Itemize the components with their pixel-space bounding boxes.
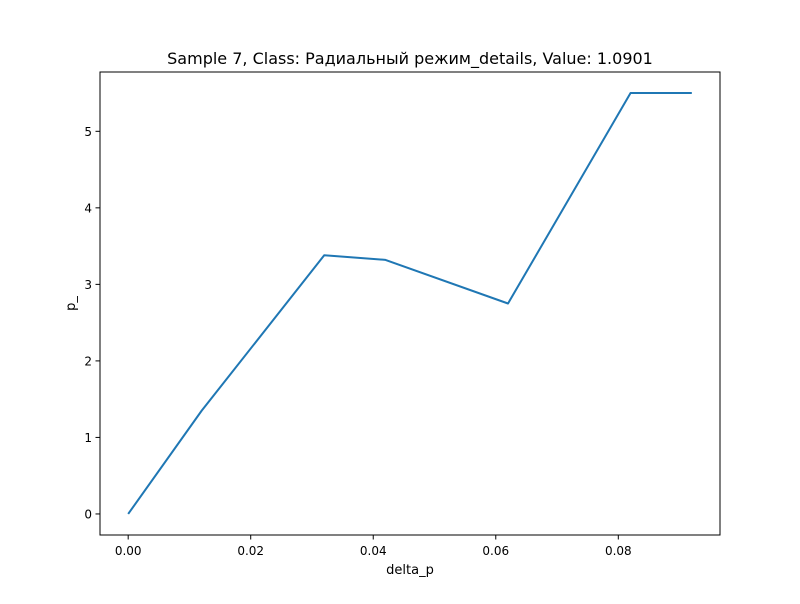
x-tick-label: 0.02	[237, 544, 264, 558]
series-line	[127, 92, 692, 515]
y-tick-label: 3	[84, 278, 92, 292]
x-axis-ticks: 0.00 0.02 0.04 0.06 0.08	[115, 535, 632, 558]
x-tick-label: 0.08	[605, 544, 632, 558]
y-axis-ticks: 0 1 2 3 4 5	[84, 125, 100, 521]
axes-frame	[99, 71, 721, 536]
x-tick-label: 0.00	[115, 544, 142, 558]
x-tick-label: 0.06	[482, 544, 509, 558]
plot-area	[99, 71, 721, 536]
y-tick-label: 0	[84, 507, 92, 521]
y-axis-label: p_	[64, 296, 79, 311]
x-axis-label: delta_p	[386, 563, 434, 578]
chart-title: Sample 7, Class: Радиальный режим_detail…	[167, 49, 653, 69]
y-tick-label: 2	[84, 354, 92, 368]
y-tick-label: 1	[84, 431, 92, 445]
y-tick-label: 5	[84, 125, 92, 139]
x-tick-label: 0.04	[360, 544, 387, 558]
y-tick-label: 4	[84, 201, 92, 215]
